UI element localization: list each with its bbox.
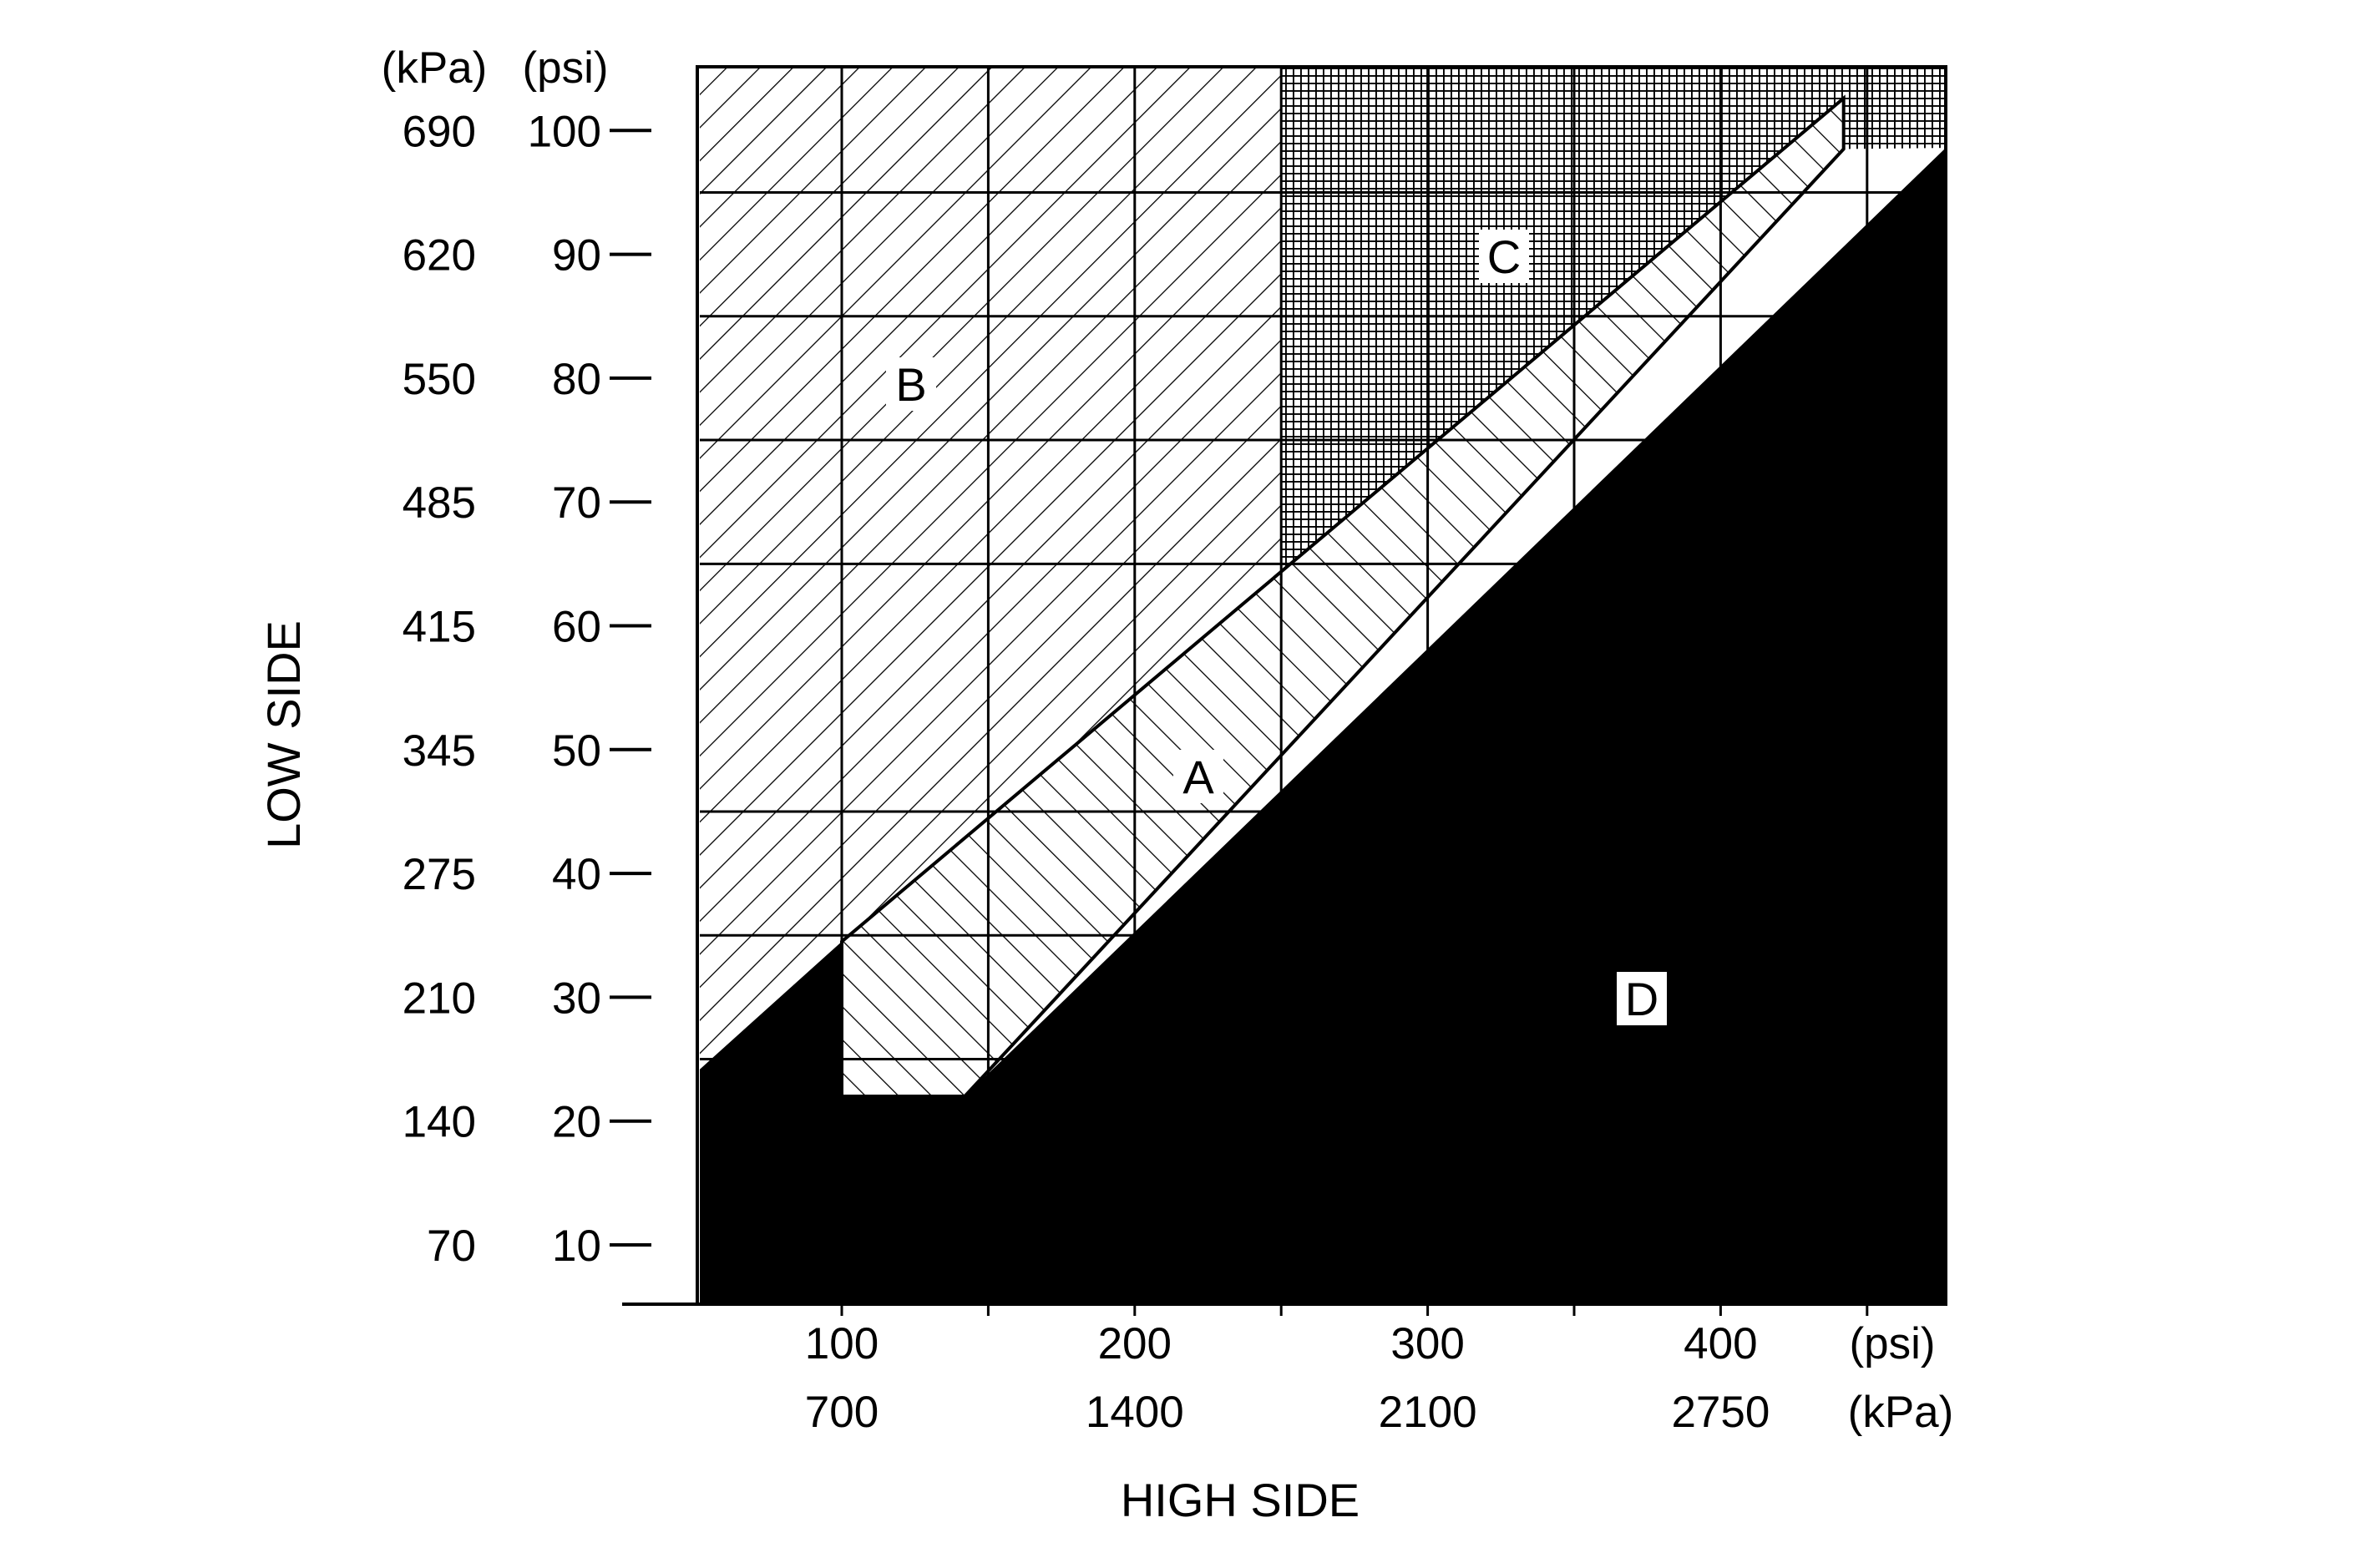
region-label-c: C: [1479, 230, 1529, 283]
plot-area: [700, 67, 1944, 1303]
x-tick-label-kpa: 700: [805, 1388, 879, 1437]
y-tick-label-kpa: 620: [403, 231, 476, 281]
y-tick-label-psi: 100: [528, 107, 601, 156]
y-tick-label-kpa: 485: [403, 478, 476, 528]
y-tick-label-kpa: 210: [403, 974, 476, 1023]
svg-text:A: A: [1182, 751, 1214, 803]
x-axis-title: HIGH SIDE: [1121, 1474, 1360, 1526]
region-a-hatch: [842, 98, 1844, 1097]
x-tick-label-psi: 300: [1390, 1319, 1464, 1368]
y-tick-label-psi: 20: [552, 1098, 601, 1147]
region-label-d: D: [1617, 972, 1667, 1025]
x-tick-label-psi: 100: [805, 1319, 879, 1368]
y-tick-label-kpa: 690: [403, 107, 476, 156]
y-tick-label-psi: 60: [552, 603, 601, 652]
x-unit-kpa: (kPa): [1848, 1388, 1954, 1437]
y-tick-label-psi: 30: [552, 974, 601, 1023]
x-tick-label-kpa: 2750: [1671, 1388, 1770, 1437]
y-axis-title: LOW SIDE: [257, 620, 310, 849]
y-tick-label-kpa: 345: [403, 726, 476, 776]
svg-text:D: D: [1625, 973, 1658, 1025]
y-unit-kpa: (kPa): [382, 43, 488, 93]
y-tick-label-psi: 50: [552, 726, 601, 776]
x-tick-label-psi: 200: [1098, 1319, 1172, 1368]
y-tick-label-kpa: 70: [427, 1222, 476, 1271]
vertical-grid: [840, 67, 1869, 1303]
region-c: [1281, 67, 1944, 595]
region-label-b: B: [886, 357, 936, 411]
svg-text:B: B: [895, 358, 926, 411]
x-tick-label-psi: 400: [1684, 1319, 1757, 1368]
x-unit-psi: (psi): [1849, 1319, 1935, 1368]
y-unit-psi: (psi): [522, 43, 608, 93]
x-tick-label-kpa: 1400: [1086, 1388, 1184, 1437]
x-tick-label-kpa: 2100: [1379, 1388, 1477, 1437]
x-axis-ticks: [622, 1303, 1946, 1316]
y-tick-label-kpa: 415: [403, 603, 476, 652]
region-a-outline: [840, 94, 1846, 1098]
x-axis-labels: 100 700 200 1400 300 2100 400 2750: [805, 1319, 1770, 1437]
y-tick-label-psi: 80: [552, 355, 601, 404]
y-axis-ticks: [610, 129, 651, 1247]
y-axis-labels: 100 690 90 620 80 550 70 485 60 415 50 345 40 275 30 21…: [403, 107, 601, 1271]
y-tick-label-psi: 10: [552, 1222, 601, 1271]
y-tick-label-kpa: 140: [403, 1098, 476, 1147]
y-tick-label-psi: 70: [552, 478, 601, 528]
y-tick-label-kpa: 550: [403, 355, 476, 404]
region-label-a: A: [1173, 750, 1223, 803]
svg-text:C: C: [1487, 230, 1521, 283]
y-tick-label-kpa: 275: [403, 850, 476, 899]
y-tick-label-psi: 90: [552, 231, 601, 281]
y-tick-label-psi: 40: [552, 850, 601, 899]
